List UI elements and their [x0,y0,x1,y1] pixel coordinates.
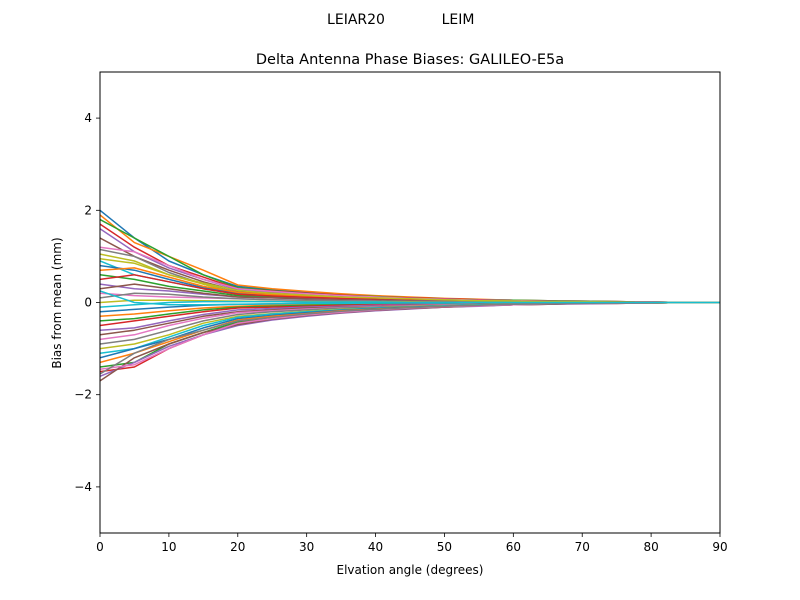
y-tick-label: 4 [84,111,92,125]
y-tick-label: −4 [74,480,92,494]
x-tick-label: 60 [506,540,521,554]
y-tick-label: −2 [74,388,92,402]
series-line [100,301,720,368]
x-tick-label: 70 [575,540,590,554]
x-tick-label: 30 [299,540,314,554]
series-line [100,223,720,304]
x-tick-label: 40 [368,540,383,554]
series-line [100,209,720,304]
x-tick-label: 80 [643,540,658,554]
chart-title: Delta Antenna Phase Biases: GALILEO-E5a [256,52,564,68]
x-tick-label: 90 [712,540,727,554]
series-layer [100,209,720,382]
x-tick-label: 50 [437,540,452,554]
suptitle-radome: LEIM [442,12,475,28]
x-axis: 0 10 20 30 40 50 60 70 80 90 [96,533,728,554]
y-axis-label: Bias from mean (mm) [50,237,64,368]
suptitle-receiver: LEIAR20 [327,12,385,28]
series-line [100,301,720,382]
x-axis-label: Elvation angle (degrees) [337,563,484,577]
x-tick-label: 20 [230,540,245,554]
y-tick-label: 0 [84,296,92,310]
series-line [100,290,720,306]
chart-suptitle: LEIAR20 LEIM [327,12,474,28]
x-tick-label: 10 [161,540,176,554]
x-tick-label: 0 [96,540,104,554]
y-tick-label: 2 [84,203,92,217]
y-axis: −4 −2 0 2 4 [74,111,100,494]
series-line [100,301,720,354]
series-line [100,246,720,304]
